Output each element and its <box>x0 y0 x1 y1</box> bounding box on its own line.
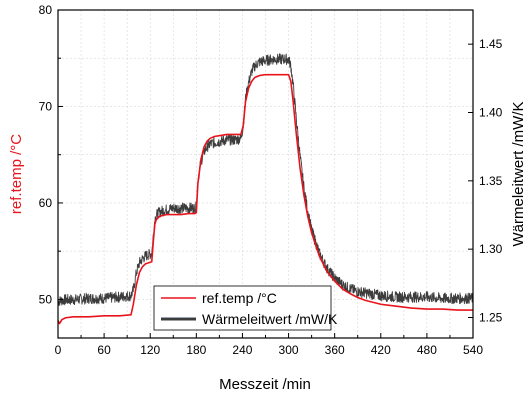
left-axis-title: ref.temp /°C <box>8 134 25 214</box>
y-left-tick-label: 80 <box>39 3 53 17</box>
x-tick-label: 60 <box>97 343 111 357</box>
y-right-tick-label: 1.25 <box>479 311 503 325</box>
y-left-tick-label: 60 <box>39 196 53 210</box>
series-line-waermeleitwert <box>57 53 474 306</box>
x-tick-label: 480 <box>417 343 437 357</box>
legend-label-ref-temp: ref.temp /°C <box>202 290 277 306</box>
axes: 0 60 120 180 240 300 360 420 480 540 50 60 70 80 1.25 1… <box>39 3 503 357</box>
x-tick-label: 120 <box>140 343 160 357</box>
x-tick-label: 540 <box>463 343 483 357</box>
x-tick-label: 360 <box>325 343 345 357</box>
y-right-tick-label: 1.30 <box>479 242 503 256</box>
y-left-tick-label: 70 <box>39 99 53 113</box>
x-tick-label: 420 <box>371 343 391 357</box>
x-tick-label: 0 <box>55 343 62 357</box>
series-line-ref-temp <box>57 73 473 325</box>
legend: ref.temp /°C Wärmeleitwert /mW/K <box>153 285 338 331</box>
plot-frame <box>57 9 474 339</box>
right-axis-title: Wärmeleitwert /mW/K <box>510 101 527 246</box>
x-axis-title: Messzeit /min <box>219 376 311 393</box>
series-layer <box>57 53 474 325</box>
x-tick-label: 240 <box>232 343 252 357</box>
y-right-tick-label: 1.40 <box>479 106 503 120</box>
y-right-tick-label: 1.45 <box>479 37 503 51</box>
legend-box <box>153 285 332 331</box>
y-right-tick-label: 1.35 <box>479 174 503 188</box>
grid <box>58 10 473 338</box>
y-left-tick-label: 50 <box>39 292 53 306</box>
x-tick-label: 300 <box>279 343 299 357</box>
x-tick-label: 180 <box>186 343 206 357</box>
legend-label-waermeleitwert: Wärmeleitwert /mW/K <box>202 311 338 327</box>
